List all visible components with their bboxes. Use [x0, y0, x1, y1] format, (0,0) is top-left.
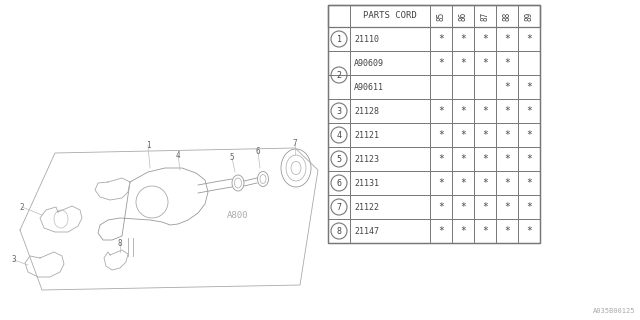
Text: *: *	[460, 106, 466, 116]
Text: *: *	[460, 178, 466, 188]
Bar	[328, 5, 540, 243]
Text: 86: 86	[458, 12, 467, 20]
Text: 89: 89	[525, 12, 534, 20]
Text: *: *	[438, 178, 444, 188]
Text: 2: 2	[337, 70, 342, 79]
Text: *: *	[460, 58, 466, 68]
Text: *: *	[438, 202, 444, 212]
Text: *: *	[438, 106, 444, 116]
Text: 21131: 21131	[354, 179, 379, 188]
Text: *: *	[526, 178, 532, 188]
Text: *: *	[504, 82, 510, 92]
Text: 21122: 21122	[354, 203, 379, 212]
Text: *: *	[504, 58, 510, 68]
Text: *: *	[482, 58, 488, 68]
Text: 21121: 21121	[354, 131, 379, 140]
Text: *: *	[460, 34, 466, 44]
Text: *: *	[526, 226, 532, 236]
Text: 4: 4	[337, 131, 342, 140]
Text: *: *	[460, 154, 466, 164]
Text: *: *	[504, 106, 510, 116]
Text: 4: 4	[176, 150, 180, 159]
Text: 3: 3	[337, 107, 342, 116]
Text: *: *	[460, 130, 466, 140]
Text: *: *	[438, 34, 444, 44]
Text: *: *	[526, 82, 532, 92]
Text: 2: 2	[20, 203, 24, 212]
Text: *: *	[504, 154, 510, 164]
Text: 88: 88	[502, 12, 511, 20]
Text: *: *	[526, 34, 532, 44]
Text: *: *	[438, 130, 444, 140]
Text: *: *	[504, 130, 510, 140]
Text: 1: 1	[146, 140, 150, 149]
Text: *: *	[482, 154, 488, 164]
Text: *: *	[438, 226, 444, 236]
Text: *: *	[482, 202, 488, 212]
Bar	[328, 5, 540, 27]
Text: 8: 8	[118, 238, 122, 247]
Text: 21110: 21110	[354, 35, 379, 44]
Text: *: *	[504, 178, 510, 188]
Text: *: *	[482, 106, 488, 116]
Text: 5: 5	[230, 154, 234, 163]
Text: 6: 6	[256, 148, 260, 156]
Text: 21123: 21123	[354, 155, 379, 164]
Text: *: *	[504, 226, 510, 236]
Text: *: *	[482, 178, 488, 188]
Text: *: *	[460, 226, 466, 236]
Text: 21128: 21128	[354, 107, 379, 116]
Text: *: *	[526, 130, 532, 140]
Text: 85: 85	[436, 12, 445, 20]
Text: *: *	[504, 202, 510, 212]
Text: 6: 6	[337, 179, 342, 188]
Text: *: *	[482, 226, 488, 236]
Text: A800: A800	[227, 211, 249, 220]
Text: *: *	[482, 34, 488, 44]
Text: A035B00125: A035B00125	[593, 308, 635, 314]
Text: *: *	[504, 34, 510, 44]
Text: 87: 87	[481, 12, 490, 20]
Text: *: *	[526, 154, 532, 164]
Text: 1: 1	[337, 35, 342, 44]
Text: PARTS CORD: PARTS CORD	[363, 12, 417, 20]
Text: *: *	[460, 202, 466, 212]
Text: *: *	[526, 202, 532, 212]
Text: *: *	[526, 106, 532, 116]
Text: 21147: 21147	[354, 227, 379, 236]
Text: *: *	[438, 58, 444, 68]
Text: 5: 5	[337, 155, 342, 164]
Text: 7: 7	[292, 139, 298, 148]
Text: A90611: A90611	[354, 83, 384, 92]
Text: A90609: A90609	[354, 59, 384, 68]
Text: 3: 3	[12, 255, 16, 265]
Bar	[328, 5, 540, 243]
Text: 7: 7	[337, 203, 342, 212]
Text: *: *	[438, 154, 444, 164]
Text: 8: 8	[337, 227, 342, 236]
Text: *: *	[482, 130, 488, 140]
